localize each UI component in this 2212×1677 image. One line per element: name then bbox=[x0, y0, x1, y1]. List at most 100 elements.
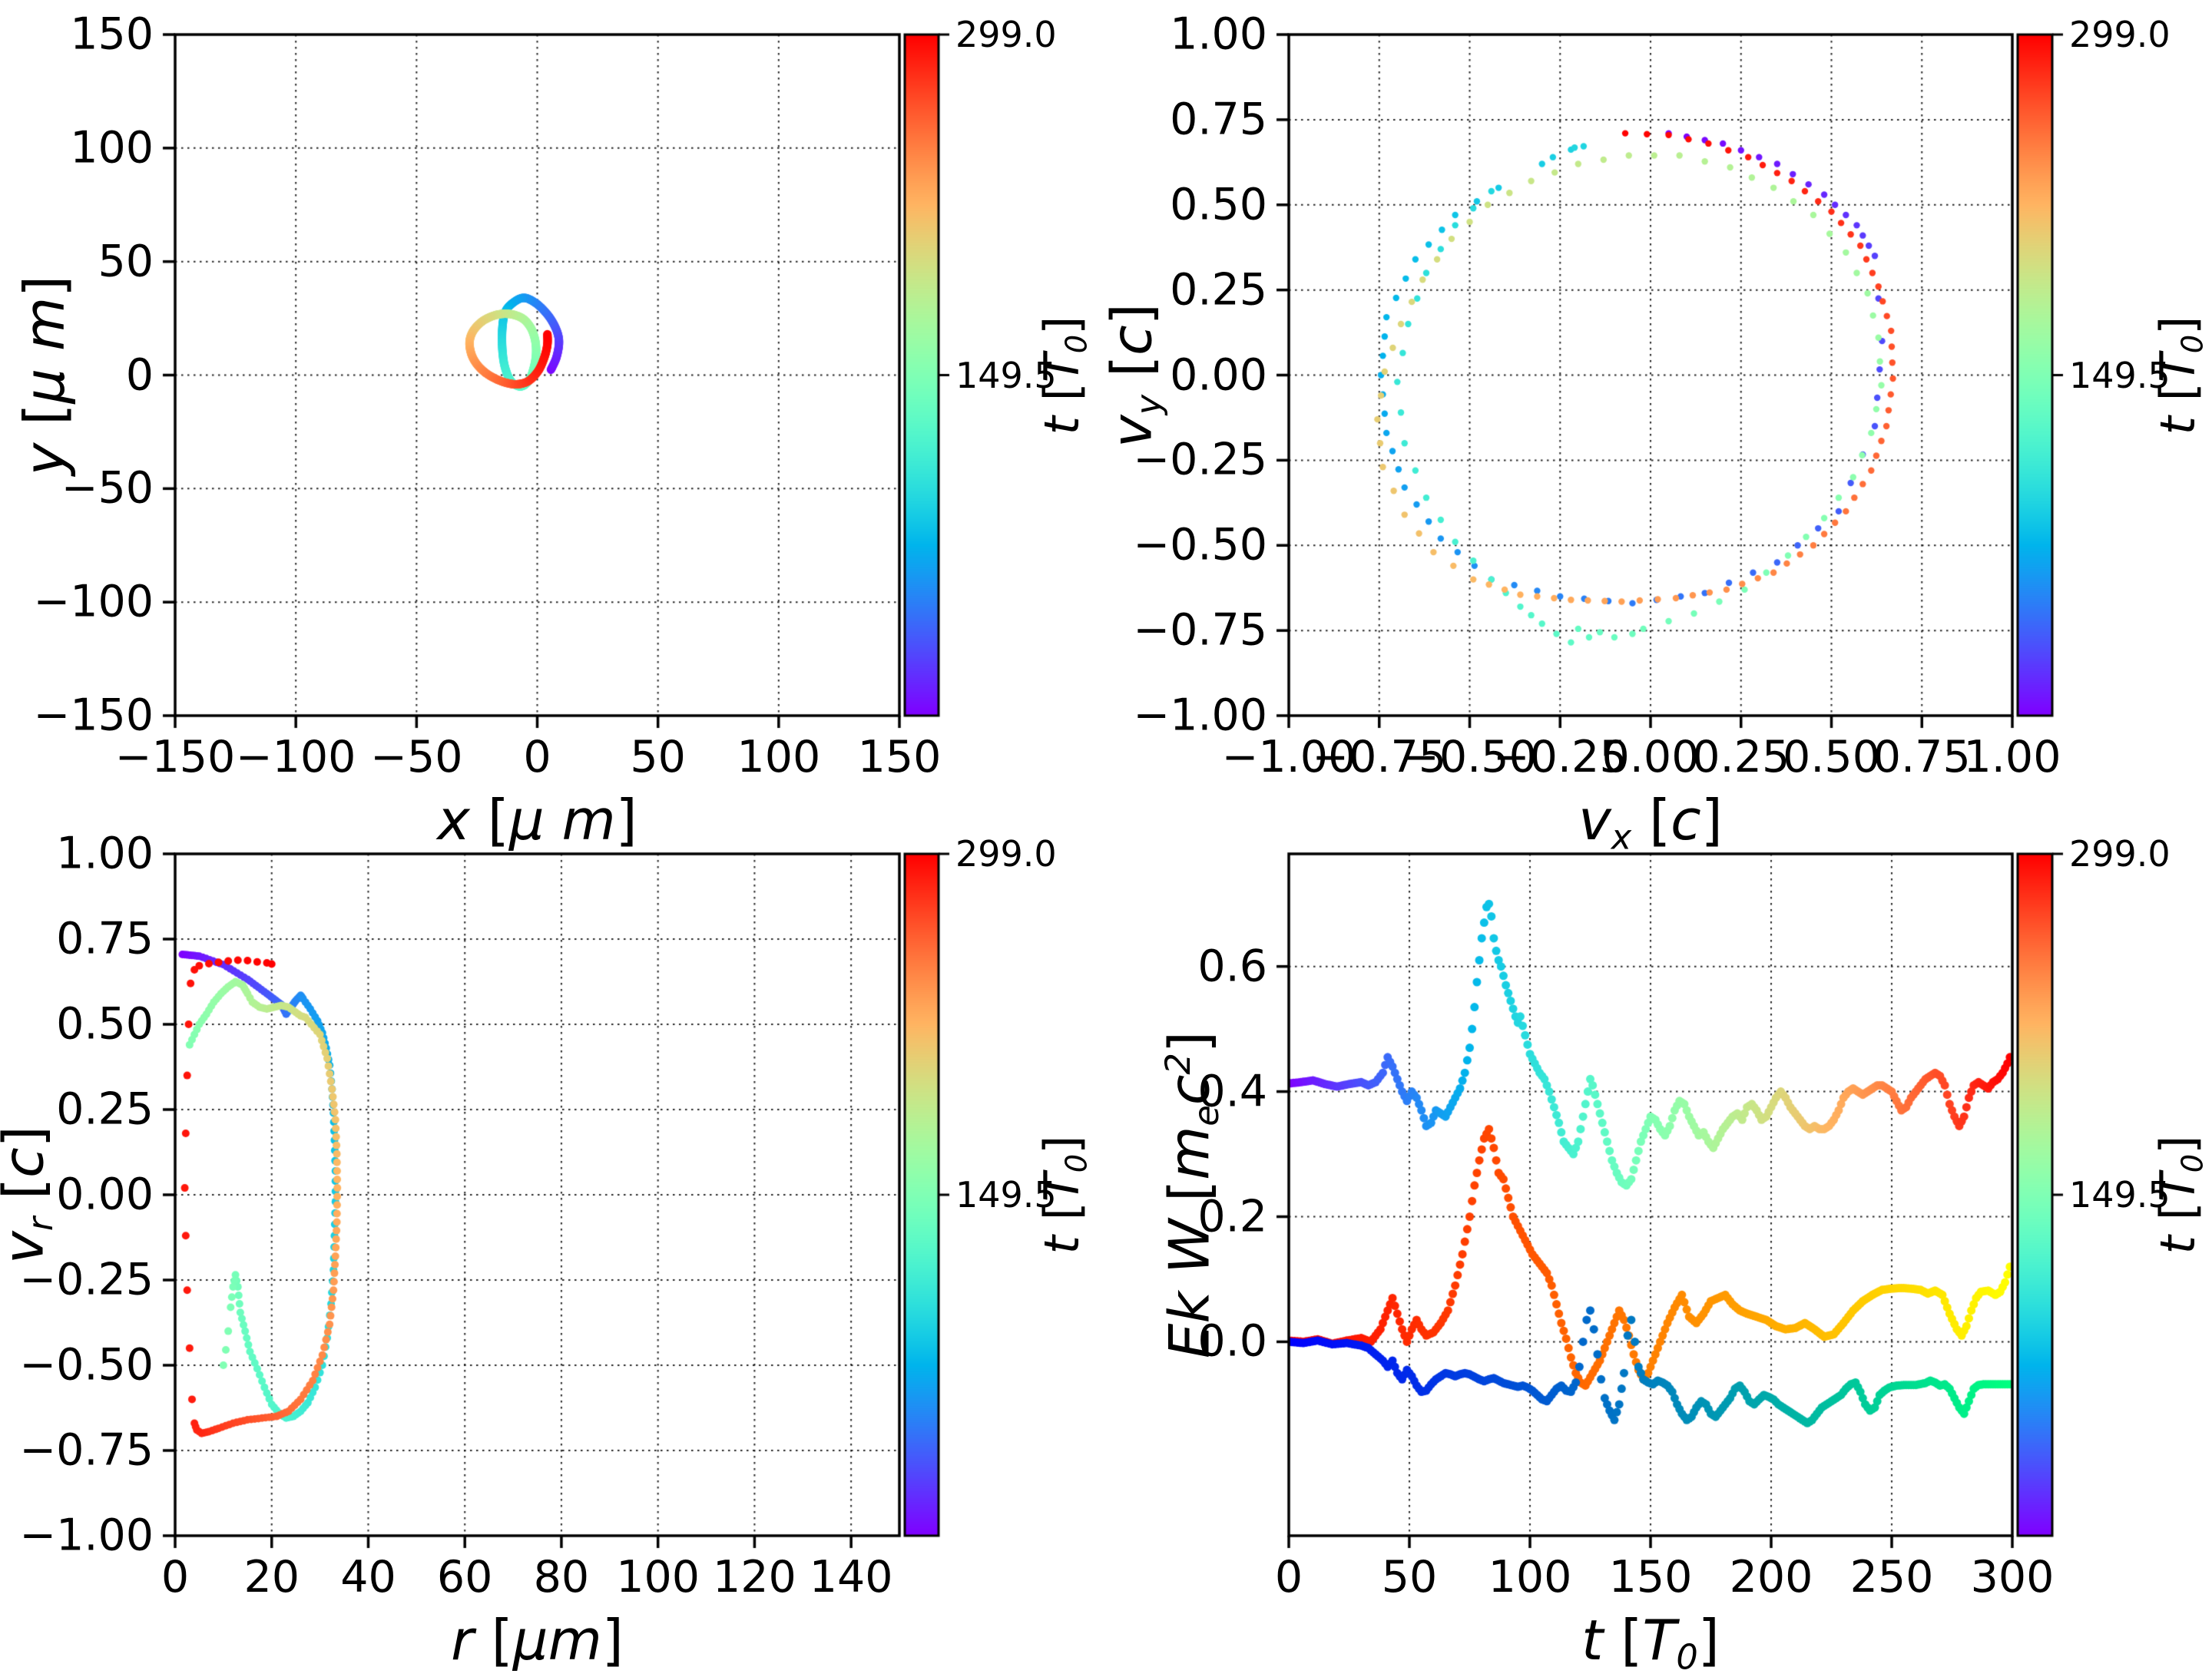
label-segment: 0 bbox=[2175, 334, 2210, 353]
label-segment: [ bbox=[1099, 355, 1164, 395]
label-segment: c bbox=[1099, 324, 1164, 356]
label-segment: t bbox=[1033, 1235, 1090, 1255]
label-segment: [ bbox=[12, 403, 77, 443]
label-segment: 0 bbox=[1059, 1153, 1094, 1173]
x-tick-label: 40 bbox=[340, 1552, 396, 1603]
colorbar-tick-label: 149.5 bbox=[955, 1174, 1057, 1216]
y-tick-label: 0.2 bbox=[1197, 1191, 1267, 1242]
y-tick-label: 0.25 bbox=[1170, 264, 1267, 316]
label-segment: ] bbox=[1700, 788, 1723, 852]
label-segment: c bbox=[0, 1147, 55, 1178]
label-segment: [ bbox=[1631, 788, 1671, 852]
y-axis-label: Ek W [mec2] bbox=[1157, 1031, 1227, 1358]
label-segment: [ bbox=[1033, 1202, 1090, 1236]
label-segment: T bbox=[2149, 1173, 2206, 1202]
label-segment: [ bbox=[2149, 382, 2206, 416]
label-segment: t bbox=[2149, 1235, 2206, 1255]
y-tick-label: 1.00 bbox=[56, 828, 154, 879]
x-axis-label: x [μ m] bbox=[437, 792, 637, 848]
y-tick-label: −0.25 bbox=[19, 1254, 154, 1305]
label-segment: T bbox=[1033, 352, 1090, 382]
x-tick-label: 60 bbox=[436, 1552, 493, 1603]
colorbar-tick-label: 299.0 bbox=[955, 833, 1057, 875]
label-segment: x bbox=[437, 788, 470, 852]
y-tick-label: 1.00 bbox=[1170, 8, 1267, 60]
y-tick-label: −100 bbox=[33, 576, 154, 627]
x-tick-label: 0.00 bbox=[1601, 732, 1700, 782]
colorbar-tick-label: 299.0 bbox=[955, 14, 1057, 55]
label-segment: y bbox=[12, 442, 77, 475]
y-axis-label: y [μ m] bbox=[12, 275, 77, 475]
label-segment: t bbox=[1581, 1608, 1604, 1672]
y-tick-label: 0.00 bbox=[1170, 349, 1267, 400]
label-segment: m bbox=[1157, 1126, 1222, 1180]
y-tick-label: 0.50 bbox=[1170, 179, 1267, 230]
colorbar-tick-label: 299.0 bbox=[2069, 833, 2171, 875]
label-segment: ] bbox=[2149, 1135, 2206, 1154]
label-segment: y bbox=[1128, 394, 1169, 415]
label-segment: [ bbox=[2149, 1202, 2206, 1236]
label-segment: ] bbox=[1157, 1031, 1222, 1054]
x-tick-label: −0.25 bbox=[1492, 732, 1628, 782]
label-segment: v bbox=[1578, 788, 1611, 852]
y-tick-label: −0.50 bbox=[19, 1339, 154, 1391]
colorbar-label: t [T0] bbox=[1034, 1136, 1094, 1255]
y-tick-label: 0.75 bbox=[56, 913, 154, 964]
label-segment: 2 bbox=[1158, 1053, 1199, 1075]
y-tick-label: 0.25 bbox=[56, 1083, 154, 1135]
label-segment: 0 bbox=[1059, 334, 1094, 353]
label-segment: [ bbox=[1033, 382, 1090, 416]
x-tick-label: 100 bbox=[616, 1552, 700, 1603]
colorbar-tick-label: 149.5 bbox=[2069, 1174, 2171, 1216]
y-tick-label: −0.50 bbox=[1133, 519, 1267, 571]
x-tick-label: 100 bbox=[1488, 1552, 1572, 1603]
label-segment: μ bbox=[12, 368, 77, 404]
colorbar-tick-label: 149.5 bbox=[955, 354, 1057, 396]
label-segment: v bbox=[1099, 414, 1164, 448]
x-tick-label: 150 bbox=[857, 732, 942, 782]
label-segment: [ bbox=[1603, 1608, 1643, 1672]
x-tick-label: 200 bbox=[1729, 1552, 1813, 1603]
label-segment: ] bbox=[615, 788, 637, 852]
y-tick-label: 0.0 bbox=[1197, 1315, 1267, 1367]
label-segment: ] bbox=[601, 1608, 624, 1672]
x-tick-label: 300 bbox=[1970, 1552, 2055, 1603]
colorbar-label: t [T0] bbox=[1034, 316, 1094, 435]
label-segment: [ bbox=[1157, 1179, 1222, 1219]
x-axis-label: r [μm] bbox=[451, 1612, 624, 1668]
y-tick-label: −150 bbox=[33, 690, 154, 741]
y-tick-label: 0.6 bbox=[1197, 941, 1267, 992]
y-tick-label: 0.00 bbox=[56, 1169, 154, 1220]
label-segment: μm bbox=[512, 1608, 602, 1672]
label-segment: ] bbox=[1099, 303, 1164, 325]
x-tick-label: 120 bbox=[712, 1552, 796, 1603]
colorbar-tick-label: 299.0 bbox=[2069, 14, 2171, 55]
x-tick-label: 50 bbox=[630, 732, 686, 782]
label-segment: [ bbox=[469, 788, 509, 852]
label-segment: 0 bbox=[2175, 1153, 2210, 1173]
y-tick-label: −50 bbox=[61, 462, 154, 514]
label-segment: e bbox=[1187, 1105, 1227, 1126]
label-segment: T bbox=[1033, 1173, 1090, 1202]
y-axis-label: vr [c] bbox=[0, 1126, 61, 1264]
label-segment: ] bbox=[1033, 1135, 1090, 1154]
colorbar-label: t [T0] bbox=[2150, 1136, 2210, 1255]
y-tick-label: 150 bbox=[70, 8, 154, 60]
x-tick-label: 0 bbox=[1274, 1552, 1303, 1603]
label-segment: t bbox=[1033, 415, 1090, 435]
x-tick-label: 250 bbox=[1849, 1552, 1934, 1603]
x-tick-label: 0.50 bbox=[1783, 732, 1880, 782]
label-segment: μ bbox=[508, 788, 545, 852]
y-tick-label: −1.00 bbox=[19, 1510, 154, 1561]
label-segment: [ bbox=[0, 1178, 55, 1217]
label-segment: v bbox=[0, 1231, 55, 1264]
label-segment: T bbox=[1642, 1608, 1677, 1672]
x-tick-label: −100 bbox=[235, 732, 356, 782]
x-tick-label: 0 bbox=[523, 732, 551, 782]
label-segment: r bbox=[451, 1608, 474, 1672]
label-segment: ] bbox=[1697, 1608, 1720, 1672]
x-tick-label: 80 bbox=[533, 1552, 590, 1603]
label-segment: 0 bbox=[1676, 1637, 1698, 1677]
y-tick-label: 0.75 bbox=[1170, 94, 1267, 145]
